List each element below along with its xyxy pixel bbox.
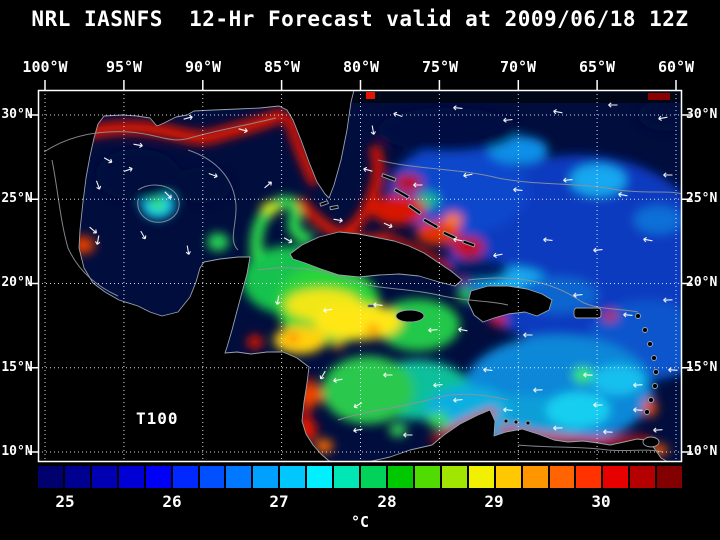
- colorbar-unit: °C: [350, 513, 370, 531]
- page-title: NRL IASNFS 12-Hr Forecast valid at 2009/…: [31, 7, 689, 31]
- colorbar-segment: [576, 466, 602, 488]
- colorbar-segment: [361, 466, 386, 488]
- colorbar-segment: [414, 466, 440, 488]
- colorbar-segment: [172, 466, 198, 488]
- lat-label-right: 10°N: [686, 444, 718, 459]
- lon-label: 80°W: [342, 58, 380, 76]
- axis-ticks: [28, 80, 692, 453]
- lat-label-right: 25°N: [686, 191, 718, 206]
- lon-label: 70°W: [499, 58, 537, 76]
- colorbar-tick: 27: [269, 492, 289, 511]
- colorbar-segment: [38, 466, 63, 488]
- colorbar-segment: [145, 466, 171, 488]
- colorbar-segment: [630, 466, 656, 488]
- colorbar-segment: [280, 466, 306, 488]
- colorbar-segment: [495, 466, 521, 488]
- colorbar-segment: [199, 466, 225, 488]
- wind-vectors: [89, 102, 678, 438]
- lon-label: 100°W: [22, 58, 68, 76]
- colorbar-segment: [657, 466, 683, 488]
- colorbar-segment: [522, 466, 548, 488]
- lon-label: 85°W: [263, 58, 301, 76]
- lon-label: 75°W: [421, 58, 459, 76]
- colorbar-segment: [64, 466, 90, 488]
- colorbar-segment: [91, 466, 117, 488]
- colorbar-segment: [441, 466, 467, 488]
- colorbar-segment: [549, 466, 575, 488]
- lat-label-left: 25°N: [1, 191, 33, 206]
- colorbar: [38, 466, 683, 488]
- lon-label: 95°W: [105, 58, 143, 76]
- colorbar-tick: 25: [55, 492, 75, 511]
- colorbar-segment: [468, 466, 494, 488]
- lat-label-right: 20°N: [686, 275, 718, 290]
- lat-label-left: 10°N: [1, 444, 33, 459]
- colorbar-segment: [307, 466, 333, 488]
- map-frame: [37, 89, 683, 463]
- colorbar-tick: 29: [484, 492, 504, 511]
- colorbar-segment: [253, 466, 279, 488]
- colorbar-segment: [603, 466, 629, 488]
- depth-label: T100: [136, 409, 179, 428]
- lat-label-left: 20°N: [1, 275, 33, 290]
- lat-label-left: 15°N: [1, 360, 33, 375]
- lon-label: 65°W: [578, 58, 616, 76]
- lon-label: 90°W: [184, 58, 222, 76]
- grid-lines: [38, 90, 682, 462]
- lat-label-right: 30°N: [686, 107, 718, 122]
- colorbar-segment: [226, 466, 252, 488]
- lon-label: 60°W: [657, 58, 695, 76]
- lat-label-left: 30°N: [1, 107, 33, 122]
- bathymetry-contours: [43, 117, 682, 453]
- lat-label-right: 15°N: [686, 360, 718, 375]
- colorbar-tick: 28: [377, 492, 397, 511]
- colorbar-tick: 30: [591, 492, 611, 511]
- colorbar-tick: 26: [162, 492, 182, 511]
- colorbar-segment: [334, 466, 360, 488]
- colorbar-segment: [387, 466, 413, 488]
- colorbar-segment: [118, 466, 144, 488]
- north-boundary-band: [338, 90, 682, 103]
